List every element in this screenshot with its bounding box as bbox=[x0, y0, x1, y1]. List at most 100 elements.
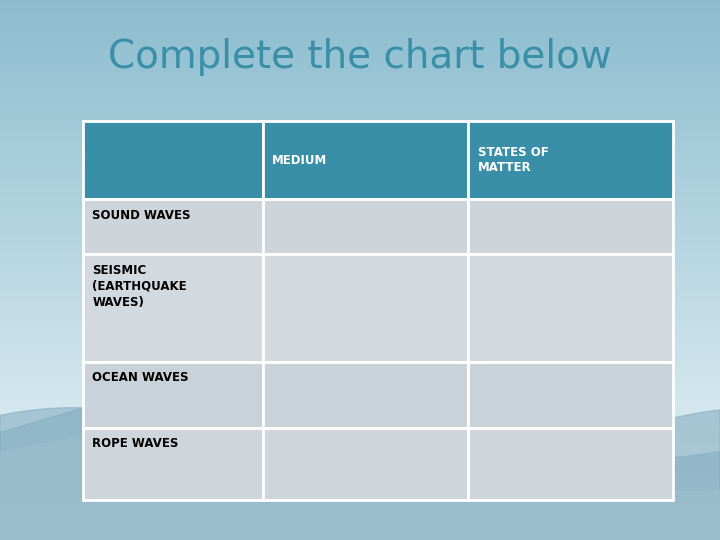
Bar bbox=[0, 508, 720, 509]
Bar bbox=[0, 185, 720, 187]
Bar bbox=[0, 42, 720, 43]
Bar bbox=[0, 158, 720, 160]
Bar bbox=[0, 104, 720, 106]
Bar bbox=[0, 285, 720, 286]
Bar bbox=[0, 517, 720, 518]
Bar bbox=[0, 169, 720, 171]
Bar bbox=[0, 353, 720, 355]
Bar bbox=[0, 463, 720, 464]
Bar bbox=[0, 61, 720, 63]
Bar bbox=[0, 450, 720, 452]
Bar bbox=[0, 461, 720, 463]
Bar bbox=[0, 58, 720, 59]
Bar bbox=[0, 196, 720, 198]
Bar bbox=[0, 248, 720, 250]
Bar bbox=[0, 329, 720, 331]
Bar bbox=[0, 452, 720, 454]
Bar bbox=[83, 362, 263, 428]
Bar bbox=[0, 236, 720, 238]
Bar bbox=[0, 524, 720, 525]
Bar bbox=[0, 281, 720, 282]
Bar bbox=[0, 495, 720, 497]
Bar bbox=[0, 477, 720, 479]
Bar bbox=[0, 11, 720, 12]
Bar bbox=[0, 76, 720, 77]
Bar bbox=[0, 43, 720, 45]
Bar bbox=[0, 49, 720, 50]
Bar bbox=[0, 29, 720, 31]
Bar bbox=[0, 293, 720, 295]
Bar bbox=[0, 355, 720, 356]
Bar bbox=[0, 12, 720, 15]
Bar bbox=[0, 369, 720, 371]
Bar bbox=[0, 241, 720, 243]
Bar bbox=[0, 232, 720, 234]
Bar bbox=[0, 207, 720, 209]
Bar bbox=[0, 455, 720, 457]
Bar bbox=[0, 423, 720, 425]
Bar bbox=[0, 128, 720, 130]
Bar bbox=[0, 511, 720, 513]
Bar bbox=[0, 498, 720, 501]
Bar bbox=[0, 356, 720, 358]
Bar bbox=[0, 171, 720, 173]
Bar bbox=[0, 297, 720, 299]
Bar bbox=[0, 339, 720, 340]
Bar bbox=[0, 385, 720, 387]
Bar bbox=[0, 259, 720, 261]
Bar bbox=[0, 174, 720, 177]
Bar bbox=[0, 153, 720, 155]
Bar bbox=[0, 443, 720, 444]
Bar bbox=[0, 522, 720, 524]
Bar bbox=[0, 184, 720, 185]
Bar bbox=[0, 25, 720, 27]
Bar bbox=[0, 101, 720, 103]
Bar bbox=[0, 502, 720, 504]
Bar bbox=[0, 255, 720, 258]
Bar bbox=[0, 436, 720, 437]
Bar bbox=[0, 193, 720, 194]
Bar bbox=[0, 319, 720, 320]
Bar bbox=[0, 302, 720, 304]
Bar bbox=[0, 416, 720, 417]
Bar bbox=[0, 243, 720, 245]
Bar bbox=[0, 83, 720, 85]
Bar bbox=[0, 81, 720, 83]
Bar bbox=[0, 85, 720, 86]
Bar bbox=[0, 493, 720, 495]
Bar bbox=[0, 231, 720, 232]
Bar bbox=[0, 96, 720, 97]
Bar bbox=[0, 160, 720, 162]
Bar bbox=[0, 501, 720, 502]
Bar bbox=[0, 227, 720, 228]
Bar bbox=[0, 459, 720, 461]
Bar bbox=[0, 482, 720, 484]
Bar bbox=[0, 135, 720, 137]
Bar bbox=[0, 252, 720, 254]
Bar bbox=[263, 362, 468, 428]
Bar bbox=[0, 9, 720, 11]
Bar bbox=[0, 475, 720, 477]
Bar bbox=[0, 535, 720, 536]
Bar bbox=[0, 130, 720, 131]
Bar bbox=[0, 378, 720, 380]
Bar bbox=[0, 306, 720, 308]
Bar bbox=[0, 88, 720, 90]
Bar bbox=[0, 144, 720, 146]
Bar bbox=[0, 103, 720, 104]
Bar bbox=[0, 484, 720, 486]
Bar bbox=[0, 239, 720, 241]
Bar bbox=[0, 133, 720, 135]
Bar bbox=[0, 470, 720, 471]
Bar bbox=[0, 90, 720, 92]
Bar bbox=[0, 254, 720, 255]
Bar bbox=[0, 22, 720, 23]
Bar bbox=[468, 362, 673, 428]
Bar bbox=[0, 290, 720, 292]
Bar bbox=[0, 389, 720, 390]
Bar bbox=[0, 177, 720, 178]
Bar bbox=[0, 362, 720, 363]
Bar bbox=[0, 349, 720, 351]
Bar bbox=[0, 414, 720, 416]
Bar bbox=[0, 272, 720, 274]
